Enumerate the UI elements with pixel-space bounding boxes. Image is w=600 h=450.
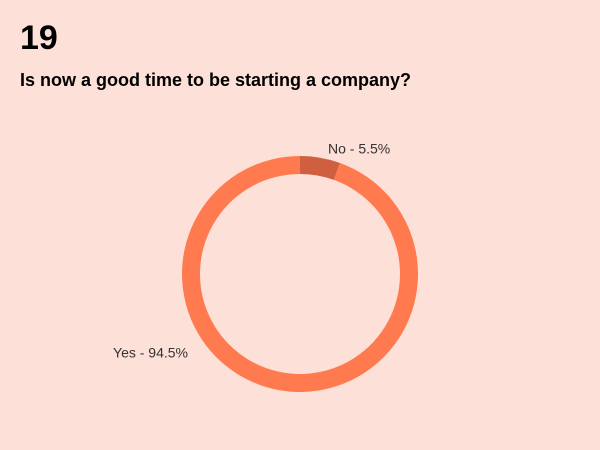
chart-title: Is now a good time to be starting a comp… xyxy=(20,70,411,90)
slide-number: 19 xyxy=(20,19,58,57)
data-label: No - 5.5% xyxy=(328,141,390,157)
data-label: Yes - 94.5% xyxy=(113,345,188,361)
donut-segment xyxy=(300,156,340,180)
